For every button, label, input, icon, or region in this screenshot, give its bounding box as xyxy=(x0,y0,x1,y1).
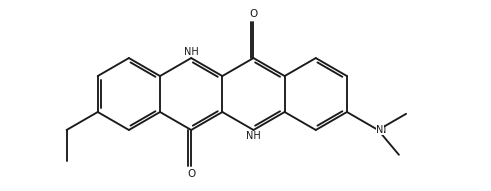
Text: NH: NH xyxy=(184,47,198,57)
Text: N: N xyxy=(379,125,386,135)
Text: NH: NH xyxy=(184,47,198,57)
Text: NH: NH xyxy=(246,131,261,141)
Text: O: O xyxy=(249,9,258,19)
Text: O: O xyxy=(187,169,195,179)
Text: NH: NH xyxy=(246,131,261,142)
Text: N: N xyxy=(376,125,383,135)
